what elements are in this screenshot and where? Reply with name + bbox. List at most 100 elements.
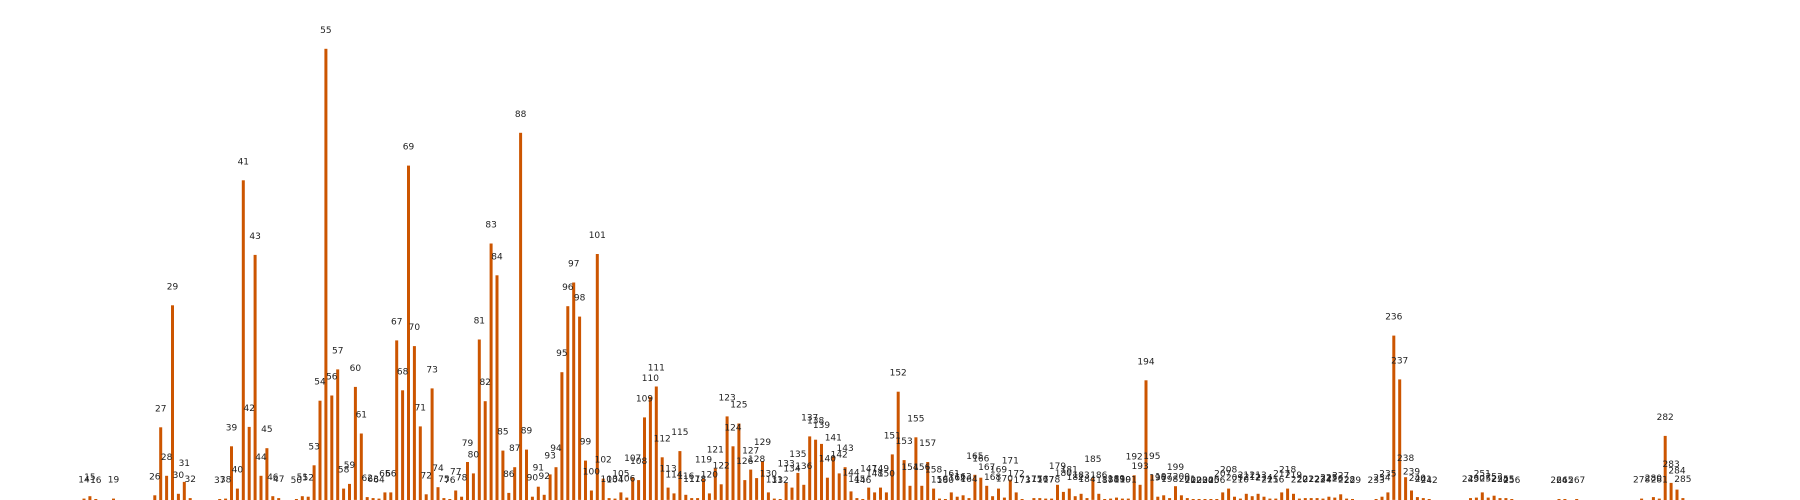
data-label-189: 189 [1108, 475, 1125, 485]
data-label-114: 114 [665, 470, 682, 480]
data-label-118: 118 [689, 475, 706, 485]
data-label-53: 53 [308, 442, 319, 452]
data-label-76: 76 [444, 476, 456, 486]
data-label-113: 113 [660, 465, 677, 475]
data-label-227: 227 [1332, 471, 1349, 481]
data-label-200: 200 [1173, 472, 1190, 482]
data-label-99: 99 [580, 438, 592, 448]
data-label-98: 98 [574, 294, 586, 304]
data-label-212: 212 [1244, 473, 1261, 483]
data-label-278: 278 [1633, 476, 1650, 486]
bar-157 [926, 462, 930, 500]
data-label-159: 159 [931, 476, 948, 486]
data-label-211: 211 [1238, 471, 1255, 481]
bar-281 [1657, 498, 1661, 500]
bar-39 [230, 446, 233, 500]
data-label-185: 185 [1084, 455, 1101, 465]
bar-81 [477, 339, 481, 500]
bar-155 [914, 437, 918, 500]
bar-93 [548, 474, 552, 500]
bar-82 [483, 401, 487, 500]
data-label-242: 242 [1421, 476, 1438, 486]
bar-40 [235, 488, 239, 500]
data-label-62: 62 [361, 474, 372, 484]
bar-32 [188, 498, 192, 500]
data-label-213: 213 [1250, 471, 1267, 481]
data-label-124: 124 [724, 423, 741, 433]
bar-183 [1079, 493, 1083, 500]
data-label-111: 111 [648, 364, 665, 374]
bar-180 [1061, 491, 1065, 500]
bar-14 [82, 498, 86, 500]
data-label-199: 199 [1167, 463, 1184, 473]
data-label-164: 164 [960, 475, 977, 485]
data-label-183: 183 [1073, 471, 1090, 481]
bar-218 [1286, 488, 1290, 500]
bar-121 [713, 468, 717, 500]
bar-169 [997, 488, 1000, 500]
bar-69 [407, 165, 410, 500]
bar-226 [1333, 497, 1337, 500]
bar-154 [908, 485, 912, 500]
bar-209 [1233, 496, 1236, 500]
data-label-172: 172 [1008, 469, 1025, 479]
data-label-61: 61 [356, 411, 367, 421]
bar-130 [766, 492, 770, 500]
data-label-112: 112 [654, 434, 671, 444]
bar-114 [672, 493, 676, 500]
data-label-143: 143 [837, 444, 854, 454]
bar-251 [1480, 492, 1484, 500]
bar-161 [949, 492, 953, 500]
data-label-82: 82 [479, 378, 490, 388]
data-label-29: 29 [167, 282, 179, 292]
data-label-32: 32 [184, 475, 195, 485]
data-label-166: 166 [972, 455, 989, 465]
data-label-267: 267 [1568, 476, 1585, 486]
bar-84 [495, 275, 499, 500]
data-label-167: 167 [978, 463, 995, 473]
bar-236 [1392, 335, 1396, 500]
data-label-184: 184 [1078, 475, 1095, 485]
bar-216 [1274, 498, 1278, 500]
bar-223 [1315, 498, 1319, 500]
data-label-233: 233 [1368, 476, 1385, 486]
data-label-30: 30 [173, 471, 185, 481]
bar-207 [1221, 492, 1225, 500]
data-label-225: 225 [1320, 474, 1337, 484]
bar-108 [637, 480, 641, 500]
data-label-93: 93 [544, 451, 555, 461]
data-label-141: 141 [825, 433, 842, 443]
bar-197 [1162, 495, 1166, 500]
data-label-91: 91 [533, 464, 544, 474]
bar-53 [312, 465, 316, 500]
bar-177 [1044, 498, 1048, 500]
data-label-265: 265 [1556, 476, 1573, 486]
data-label-145: 145 [848, 475, 865, 485]
bar-152 [896, 391, 900, 500]
bar-120 [707, 493, 711, 500]
bar-213 [1256, 493, 1260, 500]
bar-86 [507, 492, 511, 500]
bar-167 [985, 485, 989, 500]
bar-60 [353, 386, 357, 500]
bar-214 [1262, 496, 1266, 500]
bar-179 [1056, 484, 1059, 500]
data-label-110: 110 [642, 374, 659, 384]
bar-52 [306, 496, 310, 500]
bar-42 [247, 426, 251, 500]
bar-189 [1115, 497, 1118, 500]
bar-63 [371, 498, 375, 500]
bar-126 [743, 480, 747, 500]
data-label-201: 201 [1179, 475, 1196, 485]
bar-241 [1421, 498, 1425, 500]
data-label-249: 249 [1462, 475, 1479, 485]
data-label-235: 235 [1379, 469, 1396, 479]
data-label-74: 74 [432, 464, 444, 474]
bar-119 [702, 478, 705, 500]
data-label-161: 161 [943, 469, 960, 479]
data-label-102: 102 [595, 456, 612, 466]
bar-38 [224, 498, 228, 500]
data-label-117: 117 [683, 475, 700, 485]
bar-225 [1327, 496, 1331, 500]
